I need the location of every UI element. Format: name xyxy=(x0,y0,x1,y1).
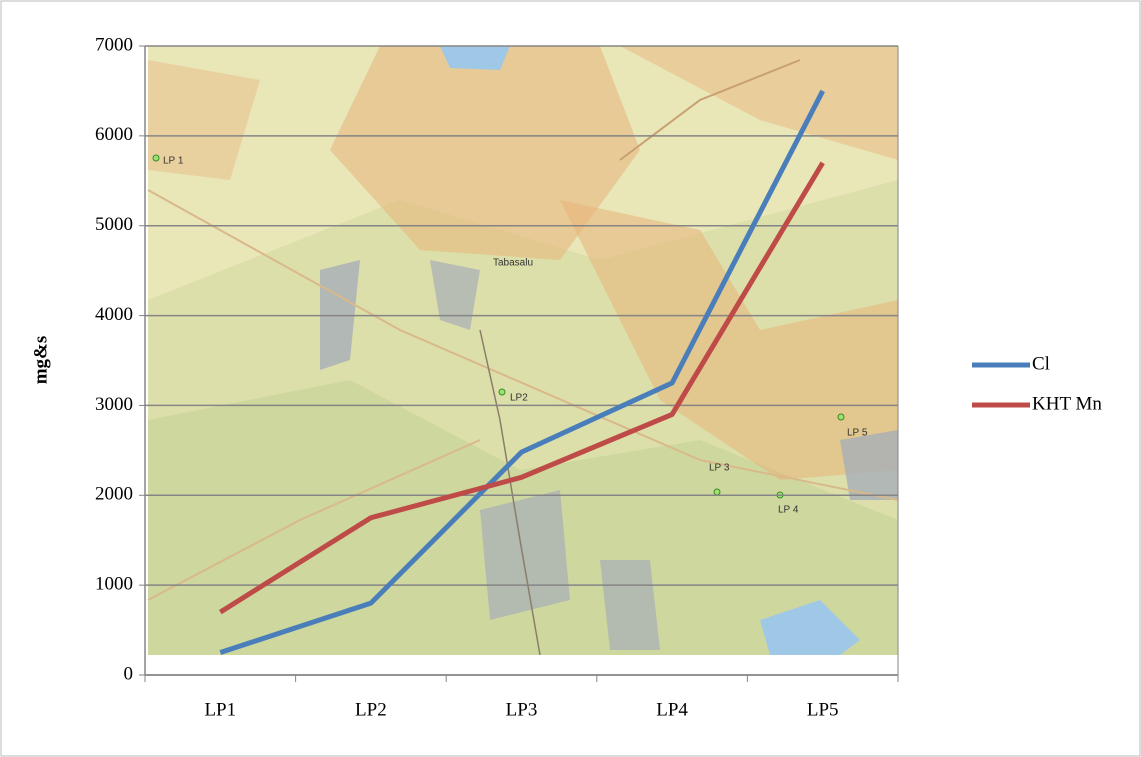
map-background: LP 1 LP2 LP 3 LP 4 LP 5 Tabasalu xyxy=(148,46,898,655)
y-tick-label: 0 xyxy=(124,663,134,684)
map-label: Tabasalu xyxy=(493,258,533,269)
map-label: LP 4 xyxy=(778,505,799,516)
y-tick-label: 5000 xyxy=(95,214,133,235)
map-label: LP 5 xyxy=(847,428,868,439)
x-tick-label: LP5 xyxy=(807,699,839,720)
legend-label: KHT Mn xyxy=(1032,393,1102,414)
y-tick-label: 1000 xyxy=(95,574,133,595)
y-tick-label: 4000 xyxy=(95,304,133,325)
y-tick-label: 7000 xyxy=(95,34,133,55)
y-tick-label: 6000 xyxy=(95,124,133,145)
chart: LP 1 LP2 LP 3 LP 4 LP 5 Tabasalu mg&s 0 1… xyxy=(0,0,1141,757)
legend-label: Cl xyxy=(1032,353,1050,374)
y-tick-label: 3000 xyxy=(95,394,133,415)
x-tick-label: LP2 xyxy=(355,699,387,720)
x-tick-label: LP1 xyxy=(204,699,236,720)
map-label: LP 1 xyxy=(163,156,184,167)
map-label: LP2 xyxy=(510,393,528,404)
x-tick-label: LP3 xyxy=(506,699,538,720)
x-tick-label: LP4 xyxy=(656,699,688,720)
map-label: LP 3 xyxy=(709,463,730,474)
y-tick-label: 2000 xyxy=(95,484,133,505)
y-axis-title: mg&s xyxy=(30,336,51,385)
